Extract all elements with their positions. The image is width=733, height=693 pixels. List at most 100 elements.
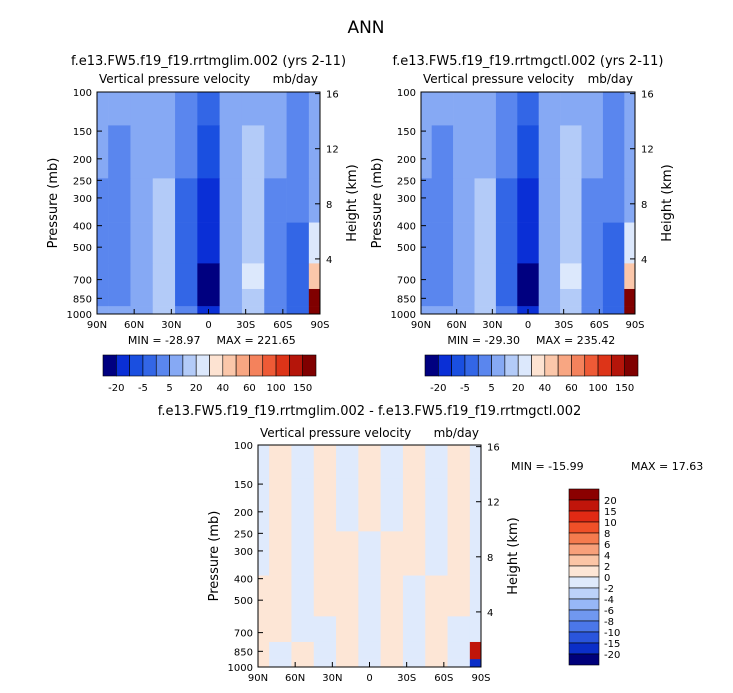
heatmap-cell — [336, 445, 359, 479]
colorbar-swatch — [424, 354, 439, 377]
colorbar-level-label: -20 — [430, 383, 446, 394]
colorbar-swatch — [116, 354, 130, 377]
lat-tick-label: 30S — [236, 320, 255, 331]
colorbar-swatch — [568, 620, 600, 633]
colorbar-level-label: 20 — [604, 496, 617, 507]
heatmap-cell — [258, 531, 270, 576]
colorbar-swatch — [477, 354, 492, 377]
units-label: mb/day — [273, 72, 318, 86]
heatmap-cell — [624, 263, 636, 290]
heatmap-cell — [264, 178, 287, 223]
heatmap-cell — [581, 263, 604, 290]
heatmap-cell — [453, 125, 475, 179]
colorbar-swatch — [249, 354, 264, 377]
min-value: MIN = -15.99 — [511, 460, 584, 473]
colorbar-swatch — [544, 354, 559, 377]
pressure-tick-label: 300 — [234, 547, 253, 558]
heatmap-cell — [336, 659, 359, 668]
heatmap-cell — [474, 222, 497, 264]
heatmap-cell — [602, 222, 625, 264]
heatmap-cell — [425, 445, 448, 479]
colorbar-level-label: -8 — [604, 617, 614, 628]
lat-tick-label: 90N — [411, 320, 431, 331]
colorbar-level-label: 20 — [512, 383, 525, 394]
colorbar-level-label: 2 — [604, 562, 610, 573]
heatmap-cell — [241, 222, 265, 264]
colorbar-1: -20 -5 5 20 40 60 100 150 — [102, 354, 317, 394]
heatmap-cell — [469, 641, 482, 660]
colorbar-level-label: -10 — [604, 628, 620, 639]
colorbar-swatch — [568, 532, 600, 545]
heatmap-cell — [581, 222, 604, 264]
pressure-tick-label: 1000 — [228, 663, 253, 674]
lat-tick-label: 60S — [590, 320, 609, 331]
heatmap-cell — [152, 288, 176, 307]
units-label: mb/day — [588, 72, 633, 86]
heatmap-cell — [241, 306, 265, 315]
pressure-tick-label: 400 — [234, 575, 253, 586]
heatmap-cell — [175, 288, 198, 307]
colorbar-level-label: 4 — [604, 551, 610, 562]
heatmap-cell — [380, 641, 404, 660]
lat-tick-label: 60N — [285, 673, 305, 684]
max-value: MAX = 235.42 — [536, 334, 615, 347]
colorbar-swatch — [289, 354, 303, 377]
colorbar-swatch — [222, 354, 237, 377]
colorbar-swatch — [584, 354, 599, 377]
heatmap-cell — [336, 531, 359, 576]
heatmap-cell — [108, 92, 131, 126]
heatmap-cell — [474, 178, 497, 223]
colorbar-swatch — [611, 354, 625, 377]
colorbar-level-label: -5 — [460, 383, 470, 394]
heatmap-cell — [431, 263, 454, 290]
heatmap-cell — [130, 178, 154, 223]
heatmap-cell — [286, 306, 310, 315]
height-tick-label: 8 — [641, 200, 647, 211]
heatmap-cell — [538, 125, 561, 179]
heatmap-cell — [108, 306, 131, 315]
heatmap-cell — [152, 263, 176, 290]
heatmap-cell — [358, 445, 381, 479]
height-tick-label: 16 — [326, 90, 339, 101]
heatmap-cell — [421, 263, 432, 290]
heatmap-cell — [336, 616, 359, 643]
lat-tick-label: 60N — [124, 320, 144, 331]
heatmap-cell — [308, 125, 321, 179]
height-tick-label: 12 — [326, 145, 339, 156]
heatmap-cell — [469, 531, 482, 576]
heatmap-cell — [97, 92, 109, 126]
colorbar-swatch — [568, 642, 600, 655]
pressure-tick-label: 300 — [397, 194, 416, 205]
lat-tick-label: 30S — [397, 673, 416, 684]
heatmap-cell — [602, 288, 625, 307]
colorbar-swatch — [302, 354, 317, 377]
colorbar-level-label: 100 — [589, 383, 608, 394]
heatmap-cell — [431, 222, 454, 264]
heatmap-cell — [286, 92, 310, 126]
colorbar-swatch — [102, 354, 117, 377]
colorbar-level-label: 8 — [604, 529, 610, 540]
heatmap-cell — [286, 178, 310, 223]
heatmap-cell — [474, 288, 497, 307]
heatmap-cell — [447, 659, 471, 668]
colorbar-level-label: 6 — [604, 540, 610, 551]
heatmap-cell — [402, 641, 426, 660]
colorbar-2: -20 -5 5 20 40 60 100 150 — [424, 354, 639, 394]
heatmap-cell — [269, 641, 292, 660]
lat-tick-label: 60S — [434, 673, 453, 684]
colorbar-level-label: -20 — [108, 383, 124, 394]
heatmap-cell — [308, 263, 321, 290]
heatmap-cell — [219, 263, 243, 290]
heatmap-cell — [264, 92, 287, 126]
heatmap-cell — [97, 178, 109, 223]
height-tick-label: 16 — [641, 90, 654, 101]
heatmap-cell — [624, 288, 636, 307]
colorbar-swatch — [568, 587, 600, 600]
heatmap-cell — [308, 288, 321, 307]
heatmap-cell — [453, 263, 475, 290]
colorbar-swatch — [438, 354, 452, 377]
heatmap-cell — [358, 531, 381, 576]
heatmap-cell — [108, 222, 131, 264]
heatmap-cell — [624, 178, 636, 223]
